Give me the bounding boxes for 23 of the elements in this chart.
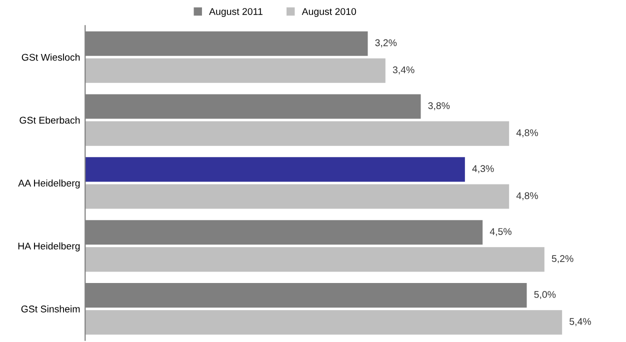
legend-label: August 2011 bbox=[209, 8, 262, 17]
data-label: 5,4% bbox=[570, 318, 591, 326]
data-label: 5,2% bbox=[552, 255, 574, 264]
data-label: 3,4% bbox=[392, 66, 414, 74]
y-tick-label: HA Heidelberg bbox=[18, 242, 80, 252]
y-tick-label: GSt Sinsheim bbox=[21, 305, 80, 312]
data-label: 4,8% bbox=[516, 129, 538, 138]
data-label: 4,3% bbox=[472, 165, 494, 174]
bar bbox=[85, 247, 544, 272]
data-label: 3,2% bbox=[375, 39, 397, 48]
y-tick-label: AA Heidelberg bbox=[18, 179, 80, 189]
data-label: 5,0% bbox=[534, 291, 556, 300]
bar bbox=[85, 310, 562, 335]
bar bbox=[85, 58, 386, 83]
bar bbox=[85, 157, 465, 182]
data-label: 4,8% bbox=[516, 192, 538, 200]
data-label: 4,5% bbox=[490, 228, 512, 236]
bar bbox=[85, 121, 510, 146]
bar bbox=[85, 184, 510, 209]
data-label: 3,8% bbox=[428, 102, 450, 110]
y-tick-label: GSt Eberbach bbox=[20, 116, 80, 124]
y-tick-label: GSt Wiesloch bbox=[22, 54, 80, 61]
legend-label: August 2010 bbox=[302, 8, 356, 17]
